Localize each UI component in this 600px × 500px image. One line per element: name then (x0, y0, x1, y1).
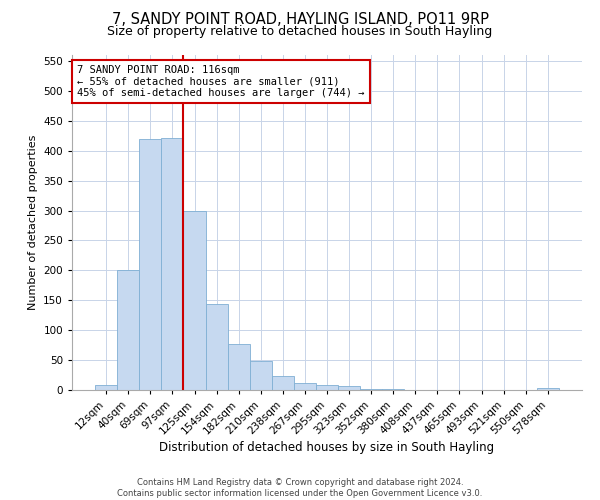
Bar (139, 138, 161, 390)
Bar (250, 360, 272, 390)
Bar (537, 388, 559, 390)
Bar (272, 376, 294, 390)
Bar (227, 344, 250, 390)
Bar (95, 385, 117, 390)
Text: 7 SANDY POINT ROAD: 116sqm
← 55% of detached houses are smaller (911)
45% of sem: 7 SANDY POINT ROAD: 116sqm ← 55% of deta… (77, 65, 365, 98)
X-axis label: Distribution of detached houses by size in South Hayling: Distribution of detached houses by size … (160, 442, 494, 454)
Bar (117, 270, 139, 390)
Bar (184, 210, 206, 390)
Y-axis label: Number of detached properties: Number of detached properties (28, 135, 38, 310)
Bar (294, 383, 316, 390)
Bar (316, 385, 338, 390)
Bar (161, 138, 184, 390)
Text: 7, SANDY POINT ROAD, HAYLING ISLAND, PO11 9RP: 7, SANDY POINT ROAD, HAYLING ISLAND, PO1… (112, 12, 488, 28)
Bar (338, 386, 360, 390)
Bar (360, 389, 382, 390)
Text: Contains HM Land Registry data © Crown copyright and database right 2024.
Contai: Contains HM Land Registry data © Crown c… (118, 478, 482, 498)
Bar (382, 389, 404, 390)
Bar (206, 304, 227, 390)
Text: Size of property relative to detached houses in South Hayling: Size of property relative to detached ho… (107, 25, 493, 38)
